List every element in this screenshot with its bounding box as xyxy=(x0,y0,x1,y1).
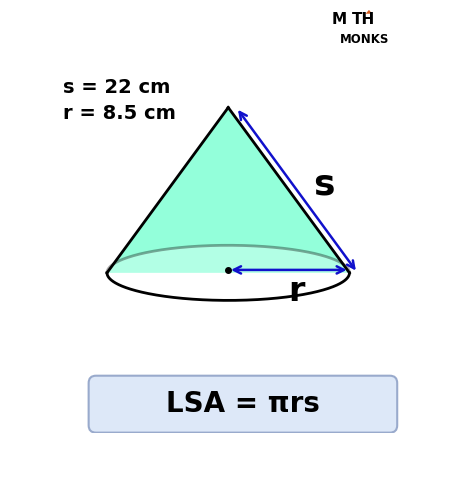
Text: r = 8.5 cm: r = 8.5 cm xyxy=(63,104,176,123)
Ellipse shape xyxy=(107,246,349,300)
Text: MONKS: MONKS xyxy=(340,33,390,46)
Text: s = 22 cm: s = 22 cm xyxy=(63,78,170,97)
Text: M: M xyxy=(332,12,347,27)
Polygon shape xyxy=(107,107,349,273)
Text: LSA = πrs: LSA = πrs xyxy=(166,390,320,419)
Polygon shape xyxy=(107,107,349,273)
Text: s: s xyxy=(313,168,335,202)
FancyBboxPatch shape xyxy=(89,376,397,433)
Text: TH: TH xyxy=(352,12,375,27)
Polygon shape xyxy=(365,10,372,14)
Text: r: r xyxy=(288,276,304,309)
